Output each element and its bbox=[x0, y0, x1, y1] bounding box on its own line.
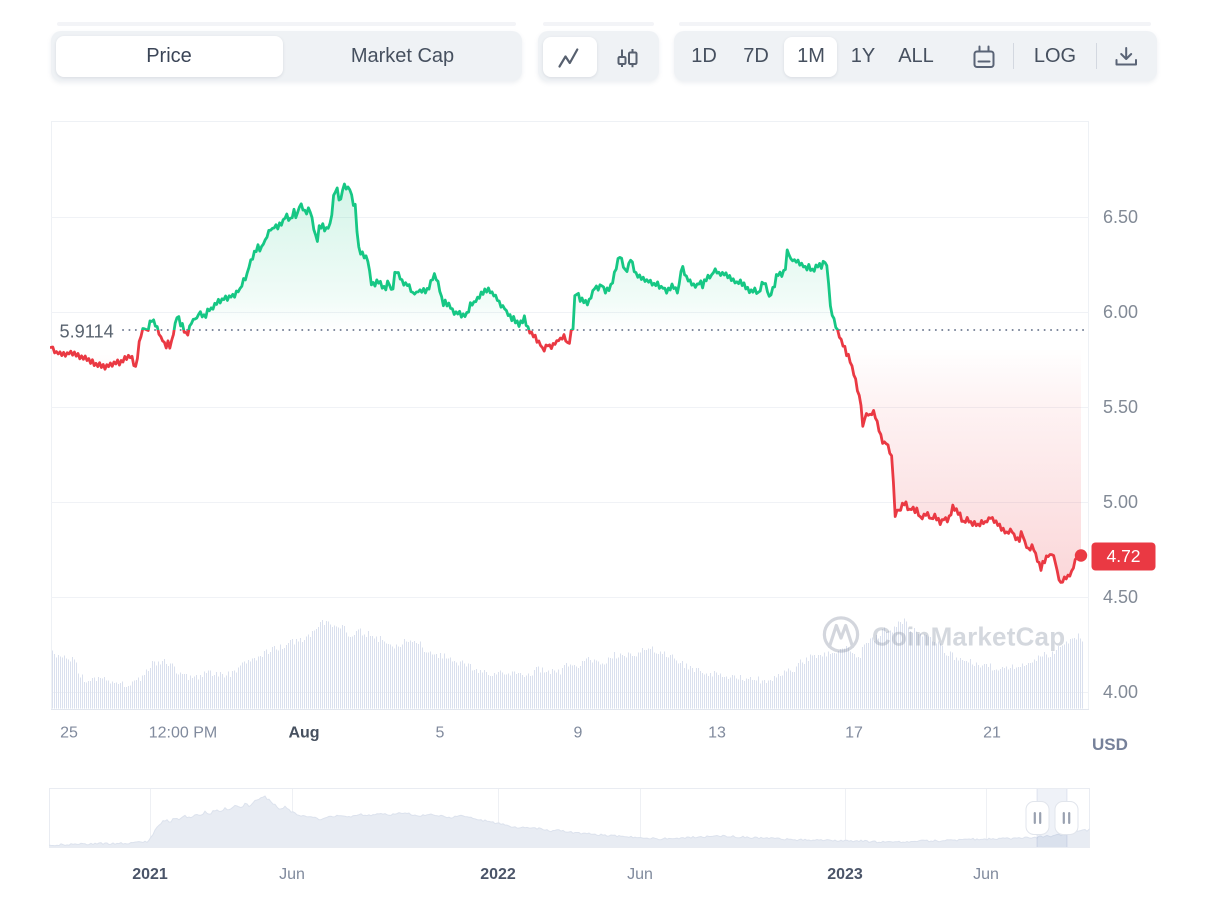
svg-text:Jun: Jun bbox=[627, 866, 653, 883]
svg-text:5.00: 5.00 bbox=[1103, 492, 1138, 512]
svg-text:25: 25 bbox=[60, 725, 78, 742]
svg-text:6.50: 6.50 bbox=[1103, 207, 1138, 227]
svg-text:4.72: 4.72 bbox=[1106, 546, 1140, 566]
svg-text:Jun: Jun bbox=[973, 866, 999, 883]
svg-text:21: 21 bbox=[983, 725, 1001, 742]
svg-text:5: 5 bbox=[436, 725, 445, 742]
svg-text:Aug: Aug bbox=[288, 725, 319, 742]
svg-text:6.00: 6.00 bbox=[1103, 302, 1138, 322]
svg-text:12:00 PM: 12:00 PM bbox=[149, 725, 217, 742]
svg-text:2022: 2022 bbox=[480, 866, 516, 883]
svg-text:9: 9 bbox=[574, 725, 583, 742]
svg-text:4.00: 4.00 bbox=[1103, 682, 1138, 702]
svg-text:2021: 2021 bbox=[132, 866, 168, 883]
svg-text:2023: 2023 bbox=[827, 866, 863, 883]
svg-text:13: 13 bbox=[708, 725, 726, 742]
svg-text:17: 17 bbox=[845, 725, 863, 742]
svg-text:5.9114: 5.9114 bbox=[60, 322, 114, 342]
svg-text:4.50: 4.50 bbox=[1103, 587, 1138, 607]
svg-text:Jun: Jun bbox=[279, 866, 305, 883]
svg-text:CoinMarketCap: CoinMarketCap bbox=[872, 622, 1065, 652]
svg-text:5.50: 5.50 bbox=[1103, 397, 1138, 417]
svg-text:USD: USD bbox=[1092, 735, 1128, 754]
